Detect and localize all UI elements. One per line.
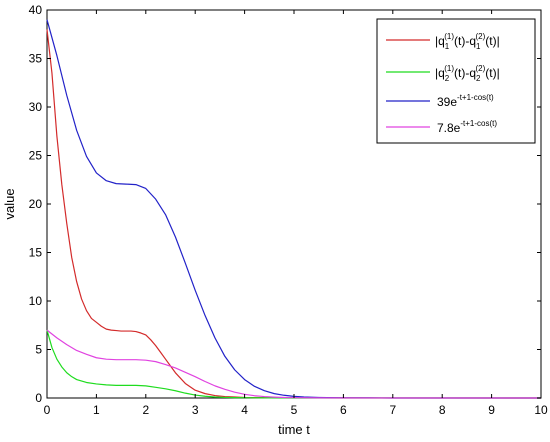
legend-label-1: |q1(1)(t)-q1(2)(t)| (435, 32, 500, 51)
y-tick-label: 10 (29, 294, 43, 308)
x-tick-label: 1 (93, 403, 100, 417)
legend: |q1(1)(t)-q1(2)(t)| |q2(1)(t)-q2(2)(t)| … (376, 18, 536, 144)
x-tick-label: 0 (44, 403, 51, 417)
legend-item-4: 7.8e-t+1-cos(t) (386, 119, 497, 135)
y-tick-label: 15 (29, 246, 43, 260)
x-tick-label: 2 (142, 403, 149, 417)
x-tick-label: 5 (291, 403, 298, 417)
x-tick-label: 4 (241, 403, 248, 417)
y-tick-label: 25 (29, 149, 43, 163)
series-line-2 (46, 329, 541, 399)
x-tick-label: 3 (192, 403, 199, 417)
legend-label-4: 7.8e-t+1-cos(t) (437, 119, 497, 135)
legend-label-2: |q2(1)(t)-q2(2)(t)| (435, 64, 500, 83)
y-tick-label: 40 (29, 3, 43, 17)
x-tick-label: 10 (534, 403, 548, 417)
legend-item-1: |q1(1)(t)-q1(2)(t)| (386, 32, 500, 51)
x-axis-ticks: 0 1 2 3 4 5 6 7 8 9 10 (44, 10, 548, 417)
series-lines (46, 19, 542, 399)
series-line-4 (46, 329, 541, 399)
x-tick-label: 7 (389, 403, 396, 417)
y-axis-ticks: 0 5 10 15 20 25 30 35 40 (29, 3, 541, 405)
x-axis-label: time t (278, 422, 310, 437)
y-tick-label: 35 (29, 52, 43, 66)
y-tick-label: 5 (35, 343, 42, 357)
legend-label-3: 39e-t+1-cos(t) (437, 93, 494, 109)
legend-item-2: |q2(1)(t)-q2(2)(t)| (386, 64, 500, 83)
y-tick-label: 30 (29, 100, 43, 114)
y-tick-label: 20 (29, 197, 43, 211)
legend-item-3: 39e-t+1-cos(t) (386, 93, 494, 109)
x-tick-label: 8 (439, 403, 446, 417)
y-axis-label: value (2, 188, 17, 219)
y-tick-label: 0 (35, 391, 42, 405)
x-tick-label: 6 (340, 403, 347, 417)
series-line-1 (46, 29, 542, 399)
x-tick-label: 9 (488, 403, 495, 417)
